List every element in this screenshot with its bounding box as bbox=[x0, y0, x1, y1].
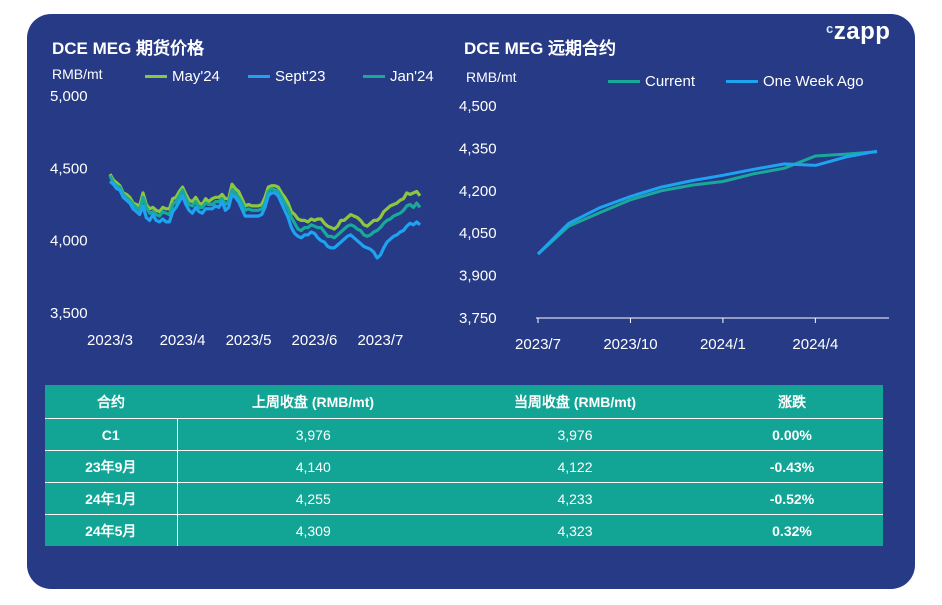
contract-table: 合约 上周收盘 (RMB/mt) 当周收盘 (RMB/mt) 涨跌 C1 3,9… bbox=[45, 385, 883, 546]
legend-sept23: Sept'23 bbox=[248, 68, 325, 85]
cell-change: -0.52% bbox=[701, 482, 883, 515]
cell-this-week: 4,122 bbox=[449, 450, 701, 483]
cell-this-week: 3,976 bbox=[449, 418, 701, 451]
cell-this-week: 4,323 bbox=[449, 514, 701, 546]
x-tick-label: 2023/6 bbox=[292, 332, 338, 349]
czapp-logo: czapp bbox=[826, 18, 891, 45]
legend-label: One Week Ago bbox=[763, 73, 864, 90]
cell-last-week: 4,309 bbox=[177, 514, 449, 546]
x-tick-label: 2023/4 bbox=[160, 332, 206, 349]
y-tick-label: 4,200 bbox=[459, 183, 497, 200]
legend-label: May'24 bbox=[172, 68, 220, 85]
cell-change: 0.00% bbox=[701, 418, 883, 451]
x-tick-label: 2023/10 bbox=[603, 336, 657, 353]
cell-change: 0.32% bbox=[701, 514, 883, 546]
series-line-sept23 bbox=[108, 180, 422, 260]
legend-label: Current bbox=[645, 73, 696, 90]
table-header-row: 合约 上周收盘 (RMB/mt) 当周收盘 (RMB/mt) 涨跌 bbox=[45, 385, 883, 419]
legend-swatch bbox=[363, 75, 385, 78]
y-tick-label: 3,500 bbox=[50, 305, 88, 322]
x-tick-label: 2024/1 bbox=[700, 336, 746, 353]
legend-swatch bbox=[248, 75, 270, 78]
y-tick-label: 4,000 bbox=[50, 233, 88, 250]
legend-jan24: Jan'24 bbox=[363, 68, 434, 85]
y-tick-label: 4,350 bbox=[459, 140, 497, 157]
x-tick-label: 2023/3 bbox=[87, 332, 133, 349]
left-chart-unit: RMB/mt bbox=[52, 66, 103, 82]
cell-contract: 23年9月 bbox=[45, 450, 178, 483]
series-line-current bbox=[536, 150, 878, 256]
legend-swatch bbox=[608, 80, 640, 83]
x-tick-label: 2023/5 bbox=[226, 332, 272, 349]
left-chart-title: DCE MEG 期货价格 bbox=[52, 39, 205, 58]
header-change: 涨跌 bbox=[701, 385, 883, 419]
cell-last-week: 3,976 bbox=[177, 418, 449, 451]
x-tick-label: 2023/7 bbox=[515, 336, 561, 353]
cell-last-week: 4,140 bbox=[177, 450, 449, 483]
header-contract: 合约 bbox=[45, 385, 177, 419]
table-row: 24年5月 4,309 4,323 0.32% bbox=[45, 514, 883, 546]
table-row: 23年9月 4,140 4,122 -0.43% bbox=[45, 450, 883, 483]
legend-swatch bbox=[726, 80, 758, 83]
right-chart-unit: RMB/mt bbox=[466, 69, 517, 85]
table-row: C1 3,976 3,976 0.00% bbox=[45, 418, 883, 451]
y-tick-label: 3,750 bbox=[459, 310, 497, 327]
series-line-oneweekago bbox=[536, 149, 878, 256]
y-tick-label: 4,500 bbox=[459, 98, 497, 115]
right-forward-chart: 4,500 4,350 4,200 4,050 3,900 3,750 2023/7 2023… bbox=[459, 98, 889, 353]
header-this-week-close: 当周收盘 (RMB/mt) bbox=[449, 385, 701, 419]
cell-last-week: 4,255 bbox=[177, 482, 449, 515]
x-tick-label: 2023/7 bbox=[357, 332, 403, 349]
cell-change: -0.43% bbox=[701, 450, 883, 483]
header-last-week-close: 上周收盘 (RMB/mt) bbox=[177, 385, 449, 419]
y-tick-label: 4,500 bbox=[50, 160, 88, 177]
x-tick-label: 2024/4 bbox=[792, 336, 838, 353]
y-tick-label: 5,000 bbox=[50, 88, 88, 105]
legend-label: Jan'24 bbox=[390, 68, 434, 85]
y-tick-label: 4,050 bbox=[459, 225, 497, 242]
cell-contract: C1 bbox=[45, 418, 178, 451]
legend-may24: May'24 bbox=[145, 68, 220, 85]
legend-current: Current bbox=[608, 73, 695, 90]
y-tick-label: 3,900 bbox=[459, 268, 497, 285]
table-row: 24年1月 4,255 4,233 -0.52% bbox=[45, 482, 883, 515]
legend-one-week-ago: One Week Ago bbox=[726, 73, 864, 90]
cell-contract: 24年1月 bbox=[45, 482, 178, 515]
right-chart-title: DCE MEG 远期合约 bbox=[464, 39, 617, 58]
cell-this-week: 4,233 bbox=[449, 482, 701, 515]
cell-contract: 24年5月 bbox=[45, 514, 178, 546]
legend-label: Sept'23 bbox=[275, 68, 326, 85]
left-futures-chart: 5,000 4,500 4,000 3,500 2023/3 2023/4 2023/5 20… bbox=[50, 88, 422, 349]
legend-swatch bbox=[145, 75, 167, 78]
